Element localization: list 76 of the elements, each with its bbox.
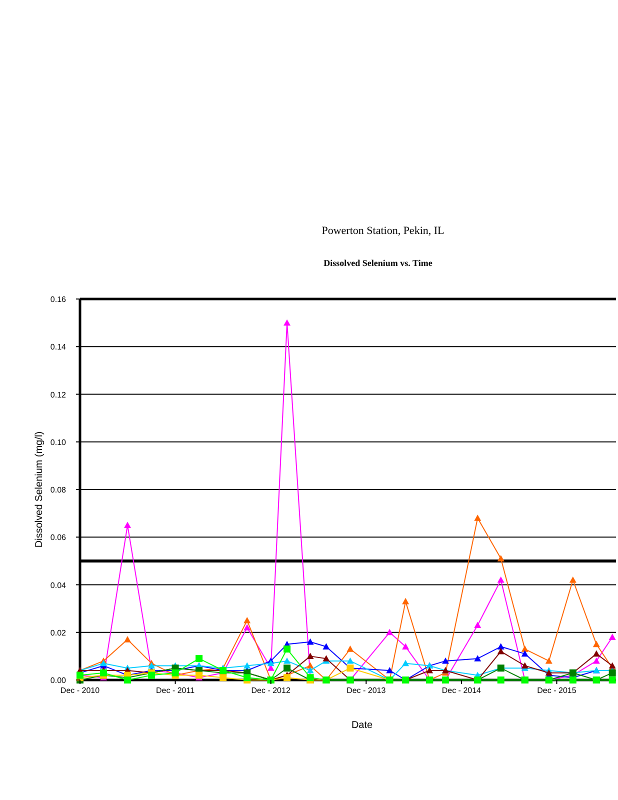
point <box>608 662 616 669</box>
point <box>346 657 354 664</box>
point <box>267 660 274 666</box>
point <box>284 664 291 672</box>
point <box>608 676 616 684</box>
point <box>196 672 203 679</box>
chart-subtitle: Dissolved Selenium vs. Time <box>324 258 432 268</box>
point <box>148 662 156 669</box>
point <box>569 576 576 583</box>
y-tick-label: 0.04 <box>50 580 67 590</box>
point <box>244 624 251 630</box>
point <box>402 598 410 604</box>
point <box>497 676 504 684</box>
point <box>322 643 330 650</box>
point <box>284 319 291 326</box>
point <box>100 669 107 676</box>
point <box>386 628 394 636</box>
y-tick-label: 0.06 <box>50 533 67 542</box>
point <box>244 674 251 682</box>
point <box>497 648 504 654</box>
point <box>306 662 314 669</box>
point <box>497 555 504 562</box>
point <box>244 662 251 669</box>
point <box>220 674 227 682</box>
point <box>474 514 482 521</box>
x-tick-label: Dec - 2015 <box>537 686 577 695</box>
x-tick-label: Dec - 2012 <box>251 686 291 695</box>
point <box>196 655 203 662</box>
x-tick-label: Dec - 2010 <box>60 686 100 695</box>
point <box>346 646 354 652</box>
point <box>474 655 482 662</box>
y-tick-label: 0.14 <box>50 342 67 352</box>
point <box>497 576 504 583</box>
x-tick-label: Dec - 2014 <box>442 686 482 695</box>
y-tick-label: 0.00 <box>50 676 67 685</box>
point <box>521 646 528 652</box>
x-tick-label: Dec - 2013 <box>346 686 386 695</box>
point <box>148 672 156 679</box>
point <box>545 669 552 676</box>
y-axis-title: Dissolved Selenium (mg/l) <box>34 431 45 548</box>
point <box>442 657 450 664</box>
point <box>306 666 314 674</box>
point <box>521 662 528 669</box>
point <box>497 643 504 650</box>
point <box>426 666 434 674</box>
point <box>306 638 314 645</box>
point <box>402 643 410 650</box>
point <box>322 655 330 662</box>
point <box>284 646 291 653</box>
point <box>474 622 482 628</box>
y-tick-label: 0.16 <box>50 295 67 304</box>
point <box>386 666 394 674</box>
point <box>592 657 600 664</box>
y-tick-label: 0.10 <box>50 438 67 447</box>
point <box>100 660 107 666</box>
y-tick-label: 0.02 <box>50 628 67 638</box>
point <box>608 634 616 640</box>
x-tick-label: Dec - 2011 <box>156 686 196 695</box>
point <box>124 636 132 642</box>
point <box>284 674 291 682</box>
y-tick-label: 0.08 <box>50 486 67 494</box>
point <box>124 676 132 684</box>
point <box>306 652 314 659</box>
point <box>592 640 600 648</box>
point <box>569 676 576 684</box>
x-axis-title: Date <box>351 720 373 731</box>
point <box>124 522 132 528</box>
point <box>284 657 291 664</box>
y-tick-label: 0.12 <box>50 390 67 400</box>
point <box>608 669 616 676</box>
point <box>521 650 528 657</box>
chart-title: Powerton Station, Pekin, IL <box>322 225 445 237</box>
point <box>592 650 600 657</box>
point <box>244 616 251 624</box>
point <box>545 657 552 664</box>
point <box>402 660 410 666</box>
